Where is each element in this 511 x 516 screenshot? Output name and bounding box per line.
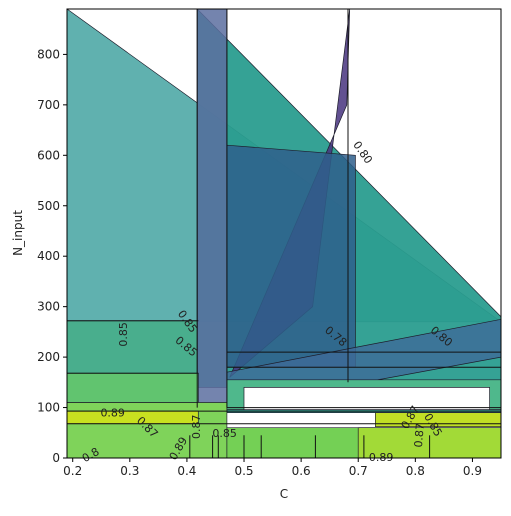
contour-line-layer [67, 9, 501, 458]
y-tick-label-4: 400 [37, 249, 60, 263]
y-axis: 0 100 200 300 400 500 600 700 800 [37, 47, 67, 465]
contour-label-15: 0.87 [412, 422, 427, 448]
x-axis-title: C [280, 487, 288, 501]
x-tick-label-2: 0.4 [177, 464, 196, 478]
x-axis: 0.2 0.3 0.4 0.5 0.6 0.7 0.8 0.9 [63, 458, 482, 478]
y-tick-label-8: 800 [37, 47, 60, 61]
contour-region-7 [67, 372, 199, 403]
x-tick-label-3: 0.5 [234, 464, 253, 478]
x-tick-label-4: 0.6 [292, 464, 311, 478]
contour-region-12 [375, 412, 501, 428]
x-tick-label-7: 0.9 [463, 464, 482, 478]
y-tick-label-1: 100 [37, 401, 60, 415]
contour-region-4 [196, 9, 228, 408]
x-tick-label-1: 0.3 [120, 464, 139, 478]
contour-label-6: 0.89 [100, 407, 125, 420]
y-tick-label-5: 500 [37, 199, 60, 213]
y-tick-label-3: 300 [37, 300, 60, 314]
contour-region-14 [243, 387, 490, 410]
contour-label-8: 0.87 [190, 414, 203, 439]
y-tick-label-0: 0 [52, 451, 60, 465]
y-axis-title: N_input [11, 210, 25, 256]
x-tick-label-6: 0.8 [406, 464, 425, 478]
x-tick-label-0: 0.2 [63, 464, 82, 478]
contour-label-9: 0.85 [212, 427, 237, 440]
contour-label-1: 0.85 [117, 322, 130, 347]
y-tick-label-7: 700 [37, 98, 60, 112]
y-tick-label-2: 200 [37, 350, 60, 364]
contour-region-9 [67, 410, 199, 425]
x-tick-label-5: 0.7 [349, 464, 368, 478]
y-tick-label-6: 600 [37, 148, 60, 162]
plot-frame [66, 8, 502, 459]
contour-fill-layer [67, 9, 501, 458]
